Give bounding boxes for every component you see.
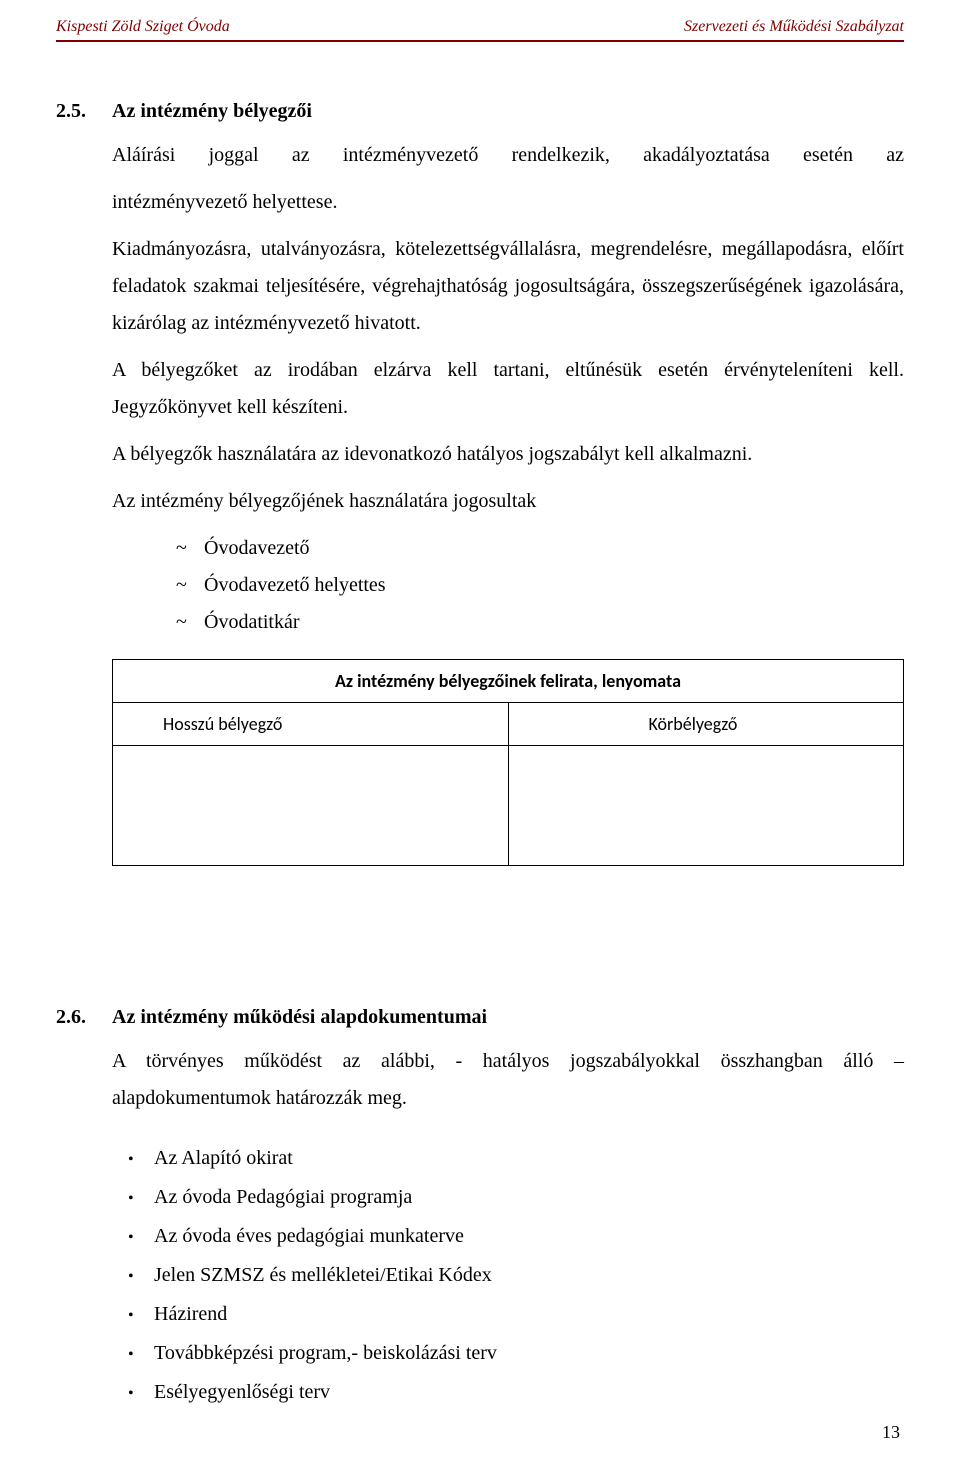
table-caption: Az intézmény bélyegzőinek felirata, leny… bbox=[113, 660, 904, 703]
list-item: Óvodavezető bbox=[176, 530, 904, 567]
paragraph: Kiadmányozásra, utalványozásra, köteleze… bbox=[112, 231, 904, 342]
section-2-6-heading: 2.6. Az intézmény működési alapdokumentu… bbox=[56, 1006, 904, 1029]
paragraph: Aláírási joggal az intézményvezető rende… bbox=[112, 137, 904, 174]
paragraph: intézményvezető helyettese. bbox=[112, 184, 904, 221]
header-left: Kispesti Zöld Sziget Óvoda bbox=[56, 18, 230, 36]
stamp-table: Az intézmény bélyegzőinek felirata, leny… bbox=[112, 659, 904, 866]
section-title: Az intézmény működési alapdokumentumai bbox=[112, 1006, 487, 1029]
list-item: Továbbképzési program,- beiskolázási ter… bbox=[128, 1334, 904, 1373]
paragraph: A törvényes működést az alábbi, - hatály… bbox=[112, 1043, 904, 1080]
section-2-5-heading: 2.5. Az intézmény bélyegzői bbox=[56, 100, 904, 123]
list-item: Jelen SZMSZ és mellékletei/Etikai Kódex bbox=[128, 1256, 904, 1295]
list-item: Az óvoda Pedagógiai programja bbox=[128, 1178, 904, 1217]
spacer bbox=[56, 866, 904, 1006]
page-number: 13 bbox=[56, 1422, 904, 1443]
list-item: Házirend bbox=[128, 1295, 904, 1334]
section-number: 2.6. bbox=[56, 1006, 112, 1029]
table-col-header: Hosszú bélyegző bbox=[113, 703, 509, 746]
paragraph: A bélyegzőket az irodában elzárva kell t… bbox=[112, 352, 904, 426]
list-item: Esélyegyenlőségi terv bbox=[128, 1373, 904, 1412]
header-right: Szervezeti és Működési Szabályzat bbox=[684, 18, 904, 36]
section-title: Az intézmény bélyegzői bbox=[112, 100, 312, 123]
list-item: Az Alapító okirat bbox=[128, 1139, 904, 1178]
tilde-list: Óvodavezető Óvodavezető helyettes Óvodat… bbox=[176, 530, 904, 641]
list-item: Óvodavezető helyettes bbox=[176, 567, 904, 604]
table-cell-empty bbox=[508, 746, 904, 866]
page-header: Kispesti Zöld Sziget Óvoda Szervezeti és… bbox=[56, 18, 904, 42]
section-number: 2.5. bbox=[56, 100, 112, 123]
bullet-list: Az Alapító okirat Az óvoda Pedagógiai pr… bbox=[128, 1139, 904, 1412]
paragraph: alapdokumentumok határozzák meg. bbox=[112, 1080, 904, 1117]
list-item: Az óvoda éves pedagógiai munkaterve bbox=[128, 1217, 904, 1256]
paragraph: Az intézmény bélyegzőjének használatára … bbox=[112, 483, 904, 520]
table-col-header: Körbélyegző bbox=[508, 703, 904, 746]
paragraph: A bélyegzők használatára az idevonatkozó… bbox=[112, 436, 904, 473]
list-item: Óvodatitkár bbox=[176, 604, 904, 641]
table-cell-empty bbox=[113, 746, 509, 866]
